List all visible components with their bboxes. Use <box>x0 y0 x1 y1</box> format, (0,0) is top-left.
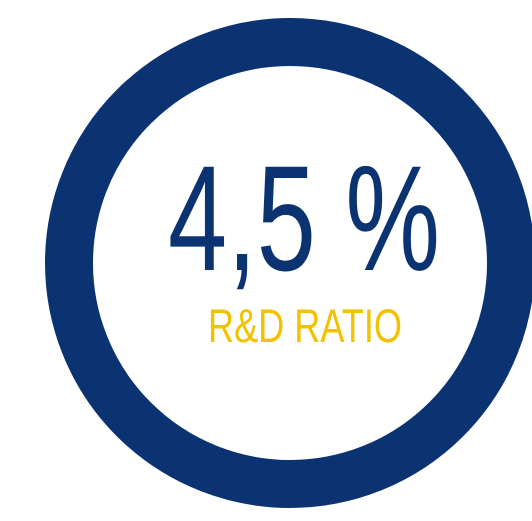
label: R&D RATIO <box>208 299 402 352</box>
ring <box>45 18 532 508</box>
headline: 4,5 % <box>168 134 440 302</box>
